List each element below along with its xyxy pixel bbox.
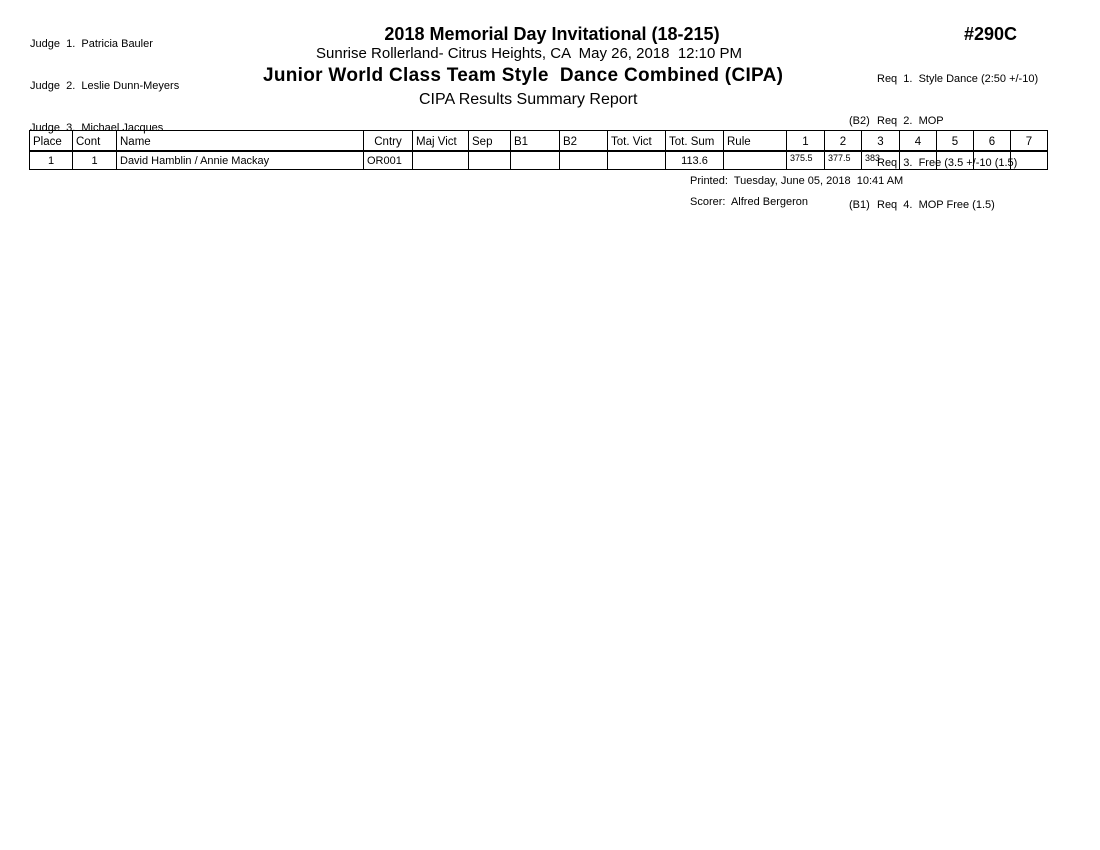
table-cell: 113.6 xyxy=(665,150,724,170)
column-header: B2 xyxy=(559,130,608,152)
table-row: 1 1 David Hamblin / Annie Mackay OR001 113.6… xyxy=(29,150,1048,170)
table-cell: 375.5 xyxy=(786,150,825,170)
table-cell: 377.5 xyxy=(824,150,862,170)
requirement-4: (B1) Req 4. MOP Free (1.5) xyxy=(849,198,1038,212)
scorer-name: Scorer: Alfred Bergeron xyxy=(690,196,809,208)
table-cell xyxy=(899,150,937,170)
column-header: 1 xyxy=(786,130,825,152)
req-text: Req 4. MOP Free (1.5) xyxy=(877,199,995,211)
report-subtitle: CIPA Results Summary Report xyxy=(419,91,638,108)
table-cell xyxy=(723,150,787,170)
requirement-2: (B2) Req 2. MOP xyxy=(849,114,1038,128)
req-prefix: (B2) xyxy=(849,115,870,127)
table-cell xyxy=(607,150,666,170)
column-header: 7 xyxy=(1010,130,1048,152)
column-header: 3 xyxy=(861,130,900,152)
requirement-1: Req 1. Style Dance (2:50 +/-10) xyxy=(849,72,1038,86)
competition-title: 2018 Memorial Day Invitational (18-215) xyxy=(0,24,1100,45)
column-header: Rule xyxy=(723,130,787,152)
req-prefix: (B1) xyxy=(849,199,870,211)
column-header: Sep xyxy=(468,130,511,152)
table-cell xyxy=(936,150,974,170)
table-cell xyxy=(510,150,560,170)
column-header: B1 xyxy=(510,130,560,152)
column-header: 5 xyxy=(936,130,974,152)
judge-1: Judge 1. Patricia Bauler xyxy=(30,38,153,50)
competition-title-text: 2018 Memorial Day Invitational (18-215) xyxy=(384,24,720,44)
event-code: #290C xyxy=(964,24,1018,44)
table-cell: 1 xyxy=(29,150,73,170)
table-cell: OR001 xyxy=(363,150,413,170)
table-cell xyxy=(1010,150,1048,170)
table-cell xyxy=(412,150,469,170)
results-table: Place Cont Name Cntry Maj Vict Sep B1 B2 Tot. Vi… xyxy=(29,130,1048,170)
judge-2: Judge 2. Leslie Dunn-Meyers xyxy=(30,80,180,92)
column-header: Maj Vict xyxy=(412,130,469,152)
column-header: 2 xyxy=(824,130,862,152)
header-row: Place Cont Name Cntry Maj Vict Sep B1 B2 Tot. Vi… xyxy=(29,130,1048,152)
table-cell: 1 xyxy=(72,150,117,170)
column-header: Place xyxy=(29,130,73,152)
venue-date: Sunrise Rollerland- Citrus Heights, CA M… xyxy=(316,45,743,62)
column-header: Tot. Vict xyxy=(607,130,666,152)
column-header: Cont xyxy=(72,130,117,152)
table-cell: David Hamblin / Annie Mackay xyxy=(116,150,364,170)
column-header: 4 xyxy=(899,130,937,152)
event-title: Junior World Class Team Style Dance Comb… xyxy=(263,65,784,86)
table-cell xyxy=(468,150,511,170)
column-header: 6 xyxy=(973,130,1011,152)
table-cell: 383 xyxy=(861,150,900,170)
printed-timestamp: Printed: Tuesday, June 05, 2018 10:41 AM xyxy=(690,175,904,187)
table-cell xyxy=(559,150,608,170)
req-text: Req 2. MOP xyxy=(877,115,944,127)
req-text: Req 1. Style Dance (2:50 +/-10) xyxy=(877,73,1039,85)
table-cell xyxy=(973,150,1011,170)
column-header: Cntry xyxy=(363,130,413,152)
column-header: Tot. Sum xyxy=(665,130,724,152)
column-header: Name xyxy=(116,130,364,152)
